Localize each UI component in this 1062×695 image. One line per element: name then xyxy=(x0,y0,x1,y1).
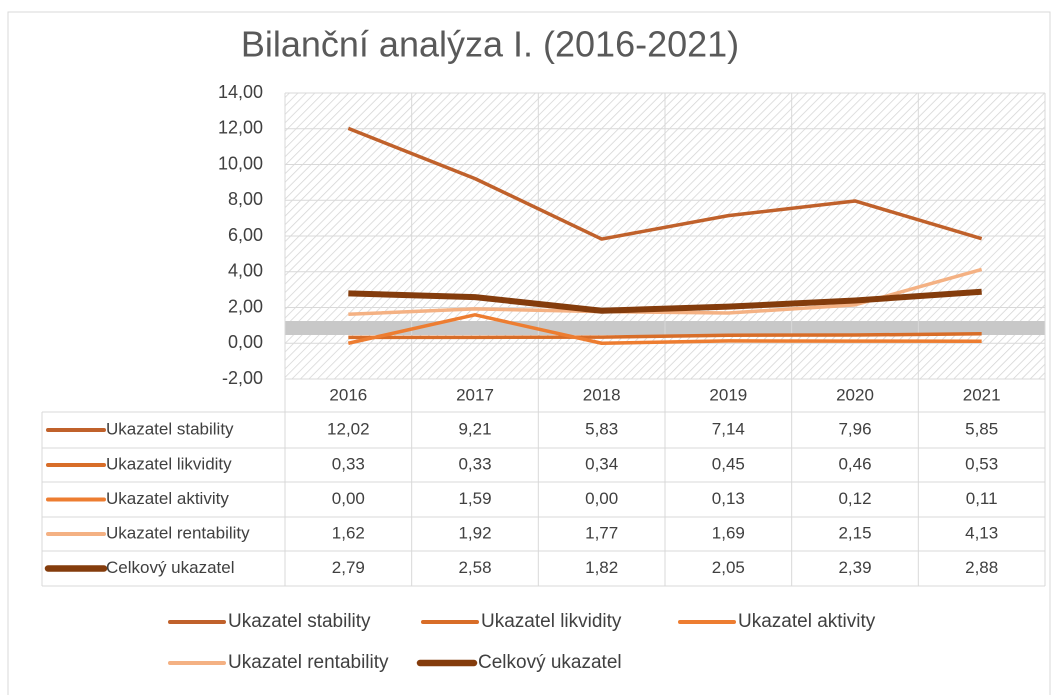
table-cell: 1,62 xyxy=(332,523,365,542)
table-cell: 1,77 xyxy=(585,523,618,542)
table-cell: 2,05 xyxy=(712,558,745,577)
x-tick-label: 2017 xyxy=(456,385,494,404)
series-line xyxy=(348,288,982,314)
table-cell: 0,34 xyxy=(585,454,618,473)
table-cell: 0,45 xyxy=(712,454,745,473)
x-tick-label: 2018 xyxy=(583,385,621,404)
y-tick-label: 12,00 xyxy=(218,118,263,138)
x-tick-label: 2021 xyxy=(963,385,1001,404)
legend-label: Ukazatel rentability xyxy=(228,652,389,673)
y-tick-label: 8,00 xyxy=(228,189,263,209)
table-cell: 5,85 xyxy=(965,419,998,438)
legend-label: Ukazatel likvidity xyxy=(481,611,622,632)
table-cell: 0,33 xyxy=(332,454,365,473)
table-cell: 5,83 xyxy=(585,419,618,438)
table-cell: 0,00 xyxy=(585,489,618,508)
table-cell: 0,53 xyxy=(965,454,998,473)
table-cell: 2,88 xyxy=(965,558,998,577)
table-cell: 1,69 xyxy=(712,523,745,542)
y-tick-label: 10,00 xyxy=(218,153,263,173)
table-cell: 7,14 xyxy=(712,419,745,438)
table-row-label: Ukazatel rentability xyxy=(106,523,250,542)
y-tick-label: 6,00 xyxy=(228,225,263,245)
table-row-label: Ukazatel stability xyxy=(106,419,234,438)
table-cell: 1,59 xyxy=(458,489,491,508)
table-cell: 0,00 xyxy=(332,489,365,508)
table-cell: 0,13 xyxy=(712,489,745,508)
table-cell: 2,79 xyxy=(332,558,365,577)
table-cell: 2,15 xyxy=(838,523,871,542)
series-line xyxy=(348,332,982,340)
chart-title: Bilanční analýza I. (2016-2021) xyxy=(241,24,739,65)
x-tick-label: 2019 xyxy=(709,385,747,404)
y-tick-label: 0,00 xyxy=(228,332,263,352)
y-tick-label: 14,00 xyxy=(218,82,263,102)
x-tick-label: 2020 xyxy=(836,385,874,404)
legend-label: Celkový ukazatel xyxy=(478,652,622,673)
y-tick-label: 4,00 xyxy=(228,261,263,281)
series-line xyxy=(347,126,983,241)
legend-label: Ukazatel aktivity xyxy=(738,611,876,632)
table-cell: 2,58 xyxy=(458,558,491,577)
table-cell: 1,92 xyxy=(458,523,491,542)
table-cell: 0,46 xyxy=(838,454,871,473)
y-tick-label: -2,00 xyxy=(222,368,263,388)
legend-label: Ukazatel stability xyxy=(228,611,371,632)
table-cell: 12,02 xyxy=(327,419,370,438)
table-cell: 7,96 xyxy=(838,419,871,438)
table-cell: 0,11 xyxy=(966,489,998,508)
table-cell: 2,39 xyxy=(838,558,871,577)
table-row-label: Ukazatel aktivity xyxy=(106,489,229,508)
y-tick-label: 2,00 xyxy=(228,296,263,316)
series-line xyxy=(347,313,982,345)
table-cell: 0,12 xyxy=(838,489,871,508)
table-cell: 0,33 xyxy=(458,454,491,473)
table-cell: 1,82 xyxy=(585,558,618,577)
table-row-label: Celkový ukazatel xyxy=(106,558,235,577)
table-cell: 4,13 xyxy=(965,523,998,542)
table-row-label: Ukazatel likvidity xyxy=(106,454,232,473)
x-tick-label: 2016 xyxy=(329,385,367,404)
table-cell: 9,21 xyxy=(458,419,491,438)
